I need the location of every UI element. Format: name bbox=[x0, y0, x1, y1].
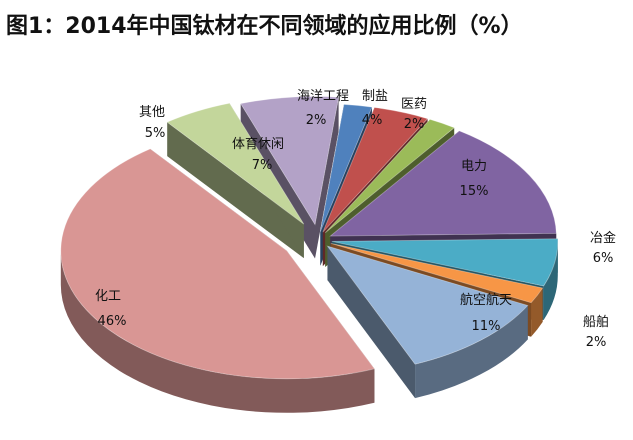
slice-3 bbox=[329, 130, 557, 237]
slice-0 bbox=[319, 103, 373, 232]
slice-1 bbox=[322, 107, 429, 233]
slice-2 bbox=[324, 118, 456, 234]
slice-side-7-0 bbox=[60, 250, 375, 413]
slice-label-3: 电力 bbox=[461, 159, 487, 174]
slice-value-4: 6% bbox=[593, 251, 614, 266]
slice-value-8: 5% bbox=[145, 126, 166, 141]
slice-value-5: 2% bbox=[586, 335, 607, 350]
slice-4 bbox=[331, 238, 559, 287]
slice-label-2: 医药 bbox=[401, 97, 427, 112]
slice-7 bbox=[60, 148, 376, 380]
slice-label-1: 制盐 bbox=[362, 89, 388, 104]
slice-value-7: 46% bbox=[98, 314, 127, 329]
slice-value-1: 4% bbox=[362, 113, 383, 128]
slice-9 bbox=[240, 96, 340, 226]
pie-labels: 海洋工程 2% 制盐 4% 医药 2% 电力 15% 冶金 6% 船舶 2% 航空航天 11% 化工 46% 其… bbox=[95, 89, 616, 350]
slice-label-9: 体育休闲 bbox=[232, 136, 284, 152]
chart-title: 图1：2014年中国钛材在不同领域的应用比例（%） bbox=[6, 14, 523, 39]
slice-wall-8-0 bbox=[167, 122, 304, 259]
slice-value-2: 2% bbox=[404, 117, 425, 132]
slice-side-4-0 bbox=[543, 241, 558, 321]
slice-label-5: 船舶 bbox=[583, 314, 609, 330]
slice-5 bbox=[330, 243, 544, 304]
slice-side-5-0 bbox=[531, 288, 543, 337]
pie-tops bbox=[60, 96, 559, 380]
slice-label-7: 化工 bbox=[95, 289, 121, 304]
slice-8 bbox=[166, 102, 305, 225]
slice-label-0: 海洋工程 bbox=[297, 89, 349, 104]
slice-wall-6-1 bbox=[327, 246, 416, 399]
slice-label-8: 其他 bbox=[139, 105, 165, 120]
slice-label-4: 冶金 bbox=[590, 230, 616, 246]
slice-side-6-0 bbox=[415, 305, 528, 399]
slice-value-6: 11% bbox=[472, 319, 501, 334]
slice-6 bbox=[326, 245, 529, 365]
slice-label-6: 航空航天 bbox=[460, 292, 512, 308]
slice-value-3: 15% bbox=[460, 184, 489, 199]
slice-value-9: 7% bbox=[252, 158, 273, 173]
slice-value-0: 2% bbox=[306, 113, 327, 128]
slice-wall-9-1 bbox=[315, 97, 339, 259]
